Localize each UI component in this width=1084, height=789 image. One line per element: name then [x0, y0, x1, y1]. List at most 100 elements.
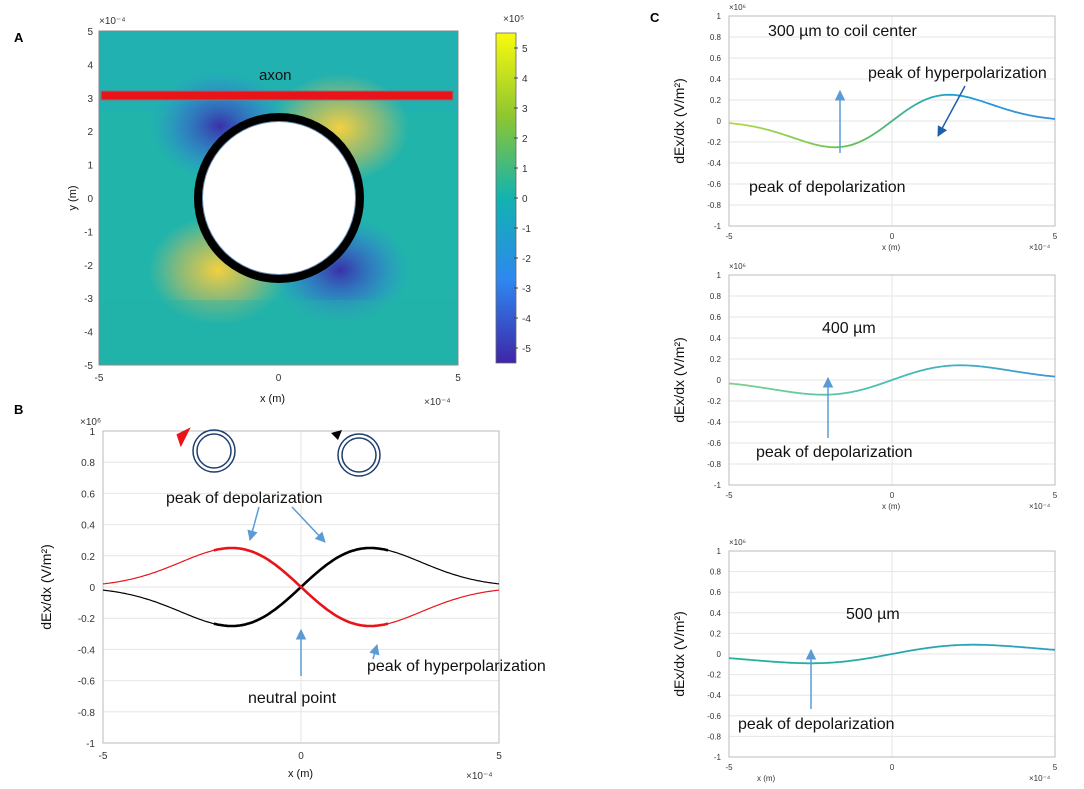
c-y-scale: ×10⁶ [729, 538, 746, 547]
panel-a-y-tick: -2 [84, 261, 93, 272]
panel-b-x-tick: -5 [99, 751, 108, 762]
colorbar-tick: -1 [522, 224, 531, 235]
colorbar [495, 32, 517, 364]
c-y-tick: -0.4 [707, 691, 721, 700]
panel-a-y-ticks: 5 4 3 2 1 0 -1 -2 -3 -4 -5 [84, 27, 93, 372]
c-x-tick: 0 [890, 491, 895, 500]
c-x-tick: 5 [1053, 232, 1058, 241]
c3-title: 500 µm [846, 606, 900, 623]
c3-plot: 1 0.8 0.6 0.4 0.2 0 -0.2 -0.4 -0.6 -0.8 -1-5 0 5 ×10⁶… [671, 538, 1058, 783]
colorbar-tick: 4 [522, 74, 528, 85]
panel-a-letter: A [14, 30, 24, 45]
panel-c-subplots: 10.80.60.40.20-0.2-0.4-0.6-0.8-1-5 0 5×10⁶… [671, 3, 1058, 783]
c-y-scale: ×10⁶ [729, 262, 746, 271]
panel-a-y-tick: 2 [87, 127, 93, 138]
panel-a-y-scale: ×10⁻⁴ [99, 16, 126, 27]
panel-a-y-tick: -5 [84, 361, 93, 372]
c-y-tick: -1 [714, 222, 722, 231]
c-x-label: x (m) [757, 774, 776, 783]
colorbar-tick: 2 [522, 134, 528, 145]
colorbar-tick: 0 [522, 194, 528, 205]
c-y-tick: 0.2 [710, 355, 722, 364]
colorbar-tick: -2 [522, 254, 531, 265]
panel-b-x-tick: 0 [298, 751, 304, 762]
panel-b-y-tick: -0.4 [78, 645, 96, 656]
panel-b-y-scale: ×10⁶ [80, 417, 101, 428]
c1-plot: 1 0.8 0.6 0.4 0.2 0 -0.2 -0.4 -0.6 -0.8 -1-5 0 5 ×10⁶… [671, 3, 1058, 252]
c-y-tick: 0.6 [710, 588, 722, 597]
c-frame [728, 274, 1056, 486]
panel-a-y-tick: -1 [84, 227, 93, 238]
c-y-tick: -0.8 [707, 732, 721, 741]
panel-a-x-tick: 5 [455, 373, 461, 384]
colorbar-tick: 5 [522, 44, 528, 55]
axon-label: axon [259, 67, 292, 84]
c-y-tick: -0.6 [707, 439, 721, 448]
panel-b-y-tick: 0.4 [81, 521, 95, 532]
c1-depolarization-label: peak of depolarization [749, 179, 906, 196]
panel-a-y-tick: 3 [87, 94, 93, 105]
panel-b-y-label: dEx/dx (V/m²) [38, 544, 54, 630]
c-y-scale: ×10⁶ [729, 3, 746, 12]
panel-a-heatmap: axon [98, 30, 459, 366]
colorbar-tick: 3 [522, 104, 528, 115]
c-x-tick: 5 [1053, 491, 1058, 500]
panel-b-y-tick: -0.8 [78, 708, 96, 719]
c-y-tick: 0.4 [710, 334, 722, 343]
c2-plot: 1 0.8 0.6 0.4 0.2 0 -0.2 -0.4 -0.6 -0.8 -1-5 0 5 ×10⁶… [671, 262, 1058, 511]
panel-b-depolarization-label: peak of depolarization [166, 490, 323, 507]
c-x-scale: ×10⁻⁴ [1029, 774, 1051, 783]
panel-b-series [102, 546, 500, 628]
c-y-tick: -0.2 [707, 138, 721, 147]
panel-a-x-tick: -5 [95, 373, 104, 384]
panel-b-series-1-peak [213, 546, 389, 628]
arrow-depol-left [247, 506, 260, 542]
panel-a-y-tick: 1 [87, 161, 93, 172]
c-y-tick: -0.6 [707, 712, 721, 721]
c-x-scale: ×10⁻⁴ [1029, 502, 1051, 511]
panel-b-neutral-label: neutral point [248, 690, 337, 707]
panel-b-y-tick: 0.8 [81, 458, 95, 469]
c-y-tick: 0 [717, 117, 722, 126]
panel-b-x-tick: 5 [496, 751, 502, 762]
c-y-tick: -0.2 [707, 671, 721, 680]
panel-a-x-scale: ×10⁻⁴ [424, 397, 451, 408]
c3-depolarization-label: peak of depolarization [738, 716, 895, 733]
c-y-tick: 1 [717, 271, 722, 280]
c-y-label: dEx/dx (V/m²) [671, 611, 687, 697]
c-y-tick: 0.2 [710, 96, 722, 105]
panel-c-letter: C [650, 10, 660, 25]
c-y-tick: 1 [717, 12, 722, 21]
panel-b-y-tick: 1 [89, 427, 95, 438]
c-y-tick: -0.2 [707, 397, 721, 406]
c-x-tick: 5 [1053, 763, 1058, 772]
c-y-label: dEx/dx (V/m²) [671, 337, 687, 423]
panel-b-x-scale: ×10⁻⁴ [466, 771, 493, 782]
c-y-tick: -1 [714, 481, 722, 490]
c2-depolarization-label: peak of depolarization [756, 444, 913, 461]
c-y-tick: -1 [714, 753, 722, 762]
c-x-label: x (m) [882, 502, 901, 511]
colorbar-tick: 1 [522, 164, 528, 175]
c-frame [728, 15, 1056, 227]
c-x-tick: 0 [890, 232, 895, 241]
panel-a-y-tick: -4 [84, 328, 93, 339]
panel-a-y-tick: 0 [87, 194, 93, 205]
panel-a-y-tick: -3 [84, 294, 93, 305]
c-y-label: dEx/dx (V/m²) [671, 78, 687, 164]
c1-arrow-hyperpol [937, 85, 966, 137]
panel-b-x-ticks: -5 0 5 [99, 751, 503, 762]
c-x-label: x (m) [882, 243, 901, 252]
panel-a-y-tick: 5 [87, 27, 93, 38]
c1-title: 300 µm to coil center [768, 23, 918, 40]
panel-a-x-label: x (m) [260, 393, 285, 405]
c-x-tick: 0 [890, 763, 895, 772]
coil-icon-black-arrow [331, 430, 381, 477]
colorbar-tick: -4 [522, 314, 531, 325]
c-y-tick: 0.4 [710, 75, 722, 84]
c2-title: 400 µm [822, 320, 876, 337]
colorbar-tick: -5 [522, 344, 531, 355]
panel-b-y-tick: -0.2 [78, 614, 96, 625]
c-y-tick: -0.6 [707, 180, 721, 189]
